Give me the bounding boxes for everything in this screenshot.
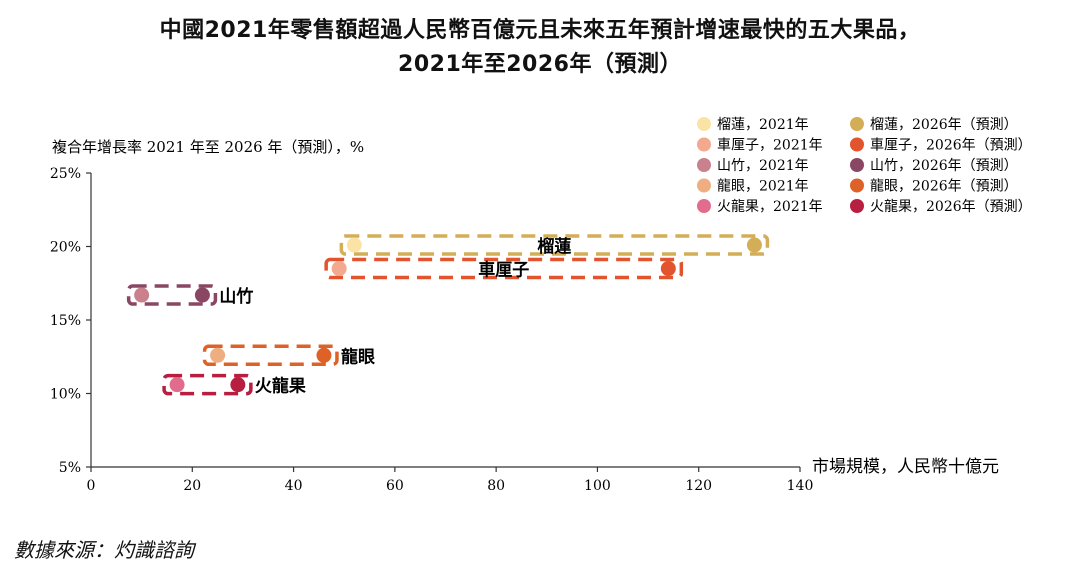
legend-marker-2026 — [850, 117, 864, 131]
chart-title-line2: 2021年至2026年（預測） — [398, 52, 682, 77]
y-axis-title: 複合年增長率 2021 年至 2026 年（預測），% — [52, 138, 364, 156]
legend-label-2026: 榴蓮，2026年（預測） — [870, 117, 1018, 133]
y-tick-label: 20% — [50, 240, 81, 256]
legend-label-2021: 榴蓮，2021年 — [717, 117, 809, 133]
chart-title-line1: 中國2021年零售額超過人民幣百億元且未來五年預計增速最快的五大果品， — [159, 18, 921, 43]
x-tick-label: 40 — [285, 478, 303, 494]
legend-label-2026: 火龍果，2026年（預測） — [870, 198, 1032, 215]
chart-title: 中國2021年零售額超過人民幣百億元且未來五年預計增速最快的五大果品， 2021… — [0, 14, 1080, 82]
x-axis-title: 市場規模，人民幣十億元 — [812, 457, 999, 477]
x-tick-label: 120 — [685, 478, 712, 494]
y-tick-label: 10% — [50, 387, 81, 403]
point-2026-車厘子 — [660, 261, 676, 277]
source-note: 數據來源：灼識諮詢 — [14, 538, 194, 562]
point-2021-榴蓮 — [346, 237, 362, 253]
y-tick-label: 5% — [59, 460, 81, 476]
range-box-火龍果 — [162, 373, 253, 396]
point-2026-火龍果 — [230, 377, 246, 393]
point-2026-山竹 — [194, 287, 210, 303]
legend-marker-2026 — [850, 178, 864, 193]
x-tick-label: 140 — [787, 478, 814, 494]
series-label-車厘子: 車厘子 — [478, 260, 529, 281]
y-tick-label: 25% — [50, 166, 81, 182]
series-label-山竹: 山竹 — [219, 286, 253, 307]
legend-marker-2021 — [697, 158, 711, 172]
x-tick-label: 20 — [183, 478, 201, 494]
legend-label-2026: 山竹，2026年（預測） — [870, 158, 1018, 174]
point-2026-龍眼 — [316, 347, 332, 363]
x-tick-label: 100 — [584, 478, 611, 494]
legend-label-2026: 車厘子，2026年（預測） — [870, 137, 1032, 154]
point-2021-車厘子 — [331, 261, 347, 277]
series-label-榴蓮: 榴蓮 — [537, 236, 571, 257]
legend-label-2021: 車厘子，2021年 — [717, 137, 823, 154]
legend-label-2021: 火龍果，2021年 — [717, 198, 823, 215]
range-box-龍眼 — [202, 344, 339, 367]
x-tick-label: 60 — [386, 478, 404, 494]
legend-marker-2021 — [697, 137, 711, 152]
legend-label-2021: 山竹，2021年 — [717, 158, 809, 174]
y-tick-label: 15% — [50, 313, 81, 329]
range-box-車厘子 — [324, 257, 684, 280]
x-tick-label: 0 — [87, 478, 96, 494]
legend-label-2026: 龍眼，2026年（預測） — [870, 178, 1018, 195]
range-box-山竹 — [126, 284, 218, 306]
series-label-龍眼: 龍眼 — [341, 346, 375, 367]
legend-marker-2021 — [697, 117, 711, 131]
legend-marker-2026 — [850, 137, 864, 152]
legend-marker-2026 — [850, 158, 864, 172]
point-2026-榴蓮 — [746, 237, 762, 253]
range-box-榴蓮 — [339, 234, 770, 256]
legend-marker-2021 — [697, 178, 711, 193]
x-tick-label: 80 — [487, 478, 505, 494]
point-2021-山竹 — [134, 287, 150, 303]
series-label-火龍果: 火龍果 — [255, 376, 306, 397]
legend-marker-2026 — [850, 199, 864, 213]
point-2021-龍眼 — [210, 347, 226, 363]
legend-marker-2021 — [697, 199, 711, 213]
point-2021-火龍果 — [169, 377, 185, 393]
legend-label-2021: 龍眼，2021年 — [717, 178, 809, 195]
